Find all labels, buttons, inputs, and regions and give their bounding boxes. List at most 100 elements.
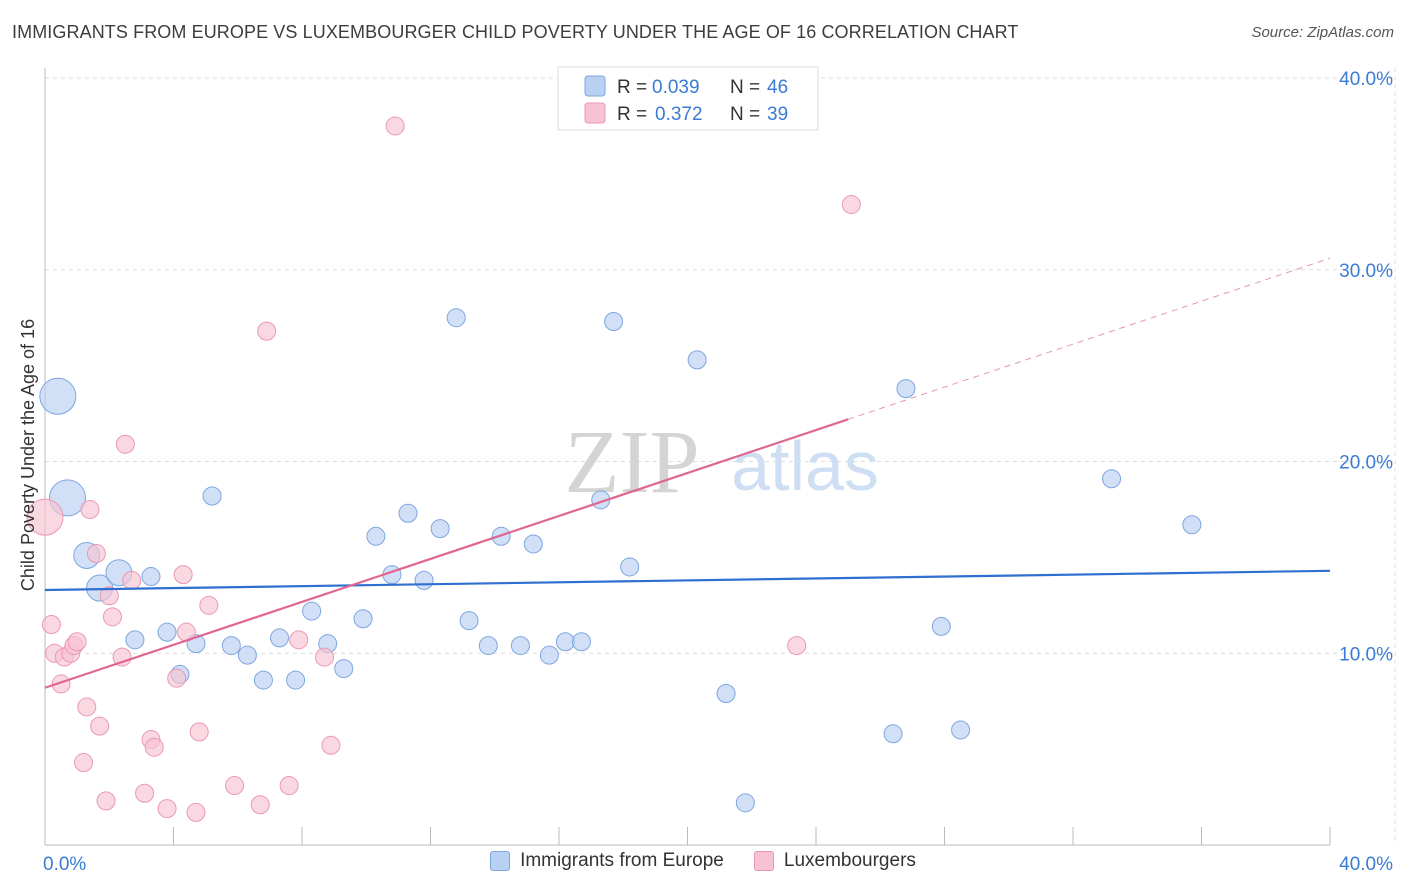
legend-r-value-2: 0.372	[655, 104, 703, 125]
trend-layer	[44, 257, 1331, 689]
point-luxembourgers-33	[289, 630, 309, 650]
point-europe-6	[125, 630, 145, 650]
legend-label-luxembourgers: Luxembourgers	[783, 850, 916, 871]
point-luxembourgers-13	[96, 791, 116, 811]
watermark-zip: ZIP	[565, 413, 700, 512]
point-europe-10	[202, 486, 222, 506]
point-europe-19	[353, 609, 373, 629]
point-europe-23	[414, 570, 434, 590]
point-europe-11	[221, 636, 241, 656]
point-europe-24	[430, 519, 450, 539]
legend-n-value-2: 39	[767, 104, 788, 125]
trend-line-europe	[44, 569, 1331, 592]
point-luxembourgers-30	[250, 795, 270, 815]
point-europe-31	[539, 645, 559, 665]
point-luxembourgers-9	[77, 697, 97, 717]
point-luxembourgers-37	[787, 636, 807, 656]
point-luxembourgers-29	[225, 776, 245, 796]
point-europe-45	[1182, 515, 1202, 535]
point-europe-12	[237, 645, 257, 665]
point-europe-35	[604, 312, 624, 332]
legend-r-label-2: R =	[617, 104, 647, 125]
point-europe-13	[253, 670, 273, 690]
y-tick-label-3: 40.0%	[1339, 69, 1393, 90]
chart-title: IMMIGRANTS FROM EUROPE VS LUXEMBOURGER C…	[12, 22, 1019, 42]
point-europe-7	[157, 622, 177, 642]
x-tick-label-max: 40.0%	[1339, 854, 1393, 875]
legend-swatch-pink	[584, 102, 606, 124]
point-luxembourgers-21	[144, 737, 164, 757]
y-tick-label-0: 10.0%	[1339, 644, 1393, 665]
point-luxembourgers-23	[167, 668, 187, 688]
point-luxembourgers-24	[173, 565, 193, 585]
grid-layer	[45, 68, 1396, 845]
trend-line-luxembourgers	[44, 418, 849, 689]
legend-swatch-europe	[490, 851, 511, 871]
point-europe-20	[366, 526, 386, 546]
point-europe-44	[1102, 469, 1122, 489]
trend-extension-luxembourgers	[847, 257, 1331, 420]
x-tick-label-min: 0.0%	[43, 854, 86, 875]
point-europe-32	[555, 632, 575, 652]
point-luxembourgers-14	[99, 586, 119, 606]
point-europe-15	[286, 670, 306, 690]
point-europe-0	[39, 377, 77, 415]
point-luxembourgers-38	[841, 195, 861, 215]
legend-r-value-1: 0.039	[652, 77, 700, 98]
legend-box: R = 0.039 N = 46 R = 0.372 N = 39	[557, 66, 819, 131]
point-luxembourgers-17	[115, 434, 135, 454]
point-europe-14	[270, 628, 290, 648]
point-luxembourgers-34	[314, 647, 334, 667]
point-luxembourgers-22	[157, 799, 177, 819]
y-tick-label-2: 30.0%	[1339, 261, 1393, 282]
point-luxembourgers-12	[90, 716, 110, 736]
watermark-atlas: atlas	[731, 427, 879, 505]
legend-n-value-1: 46	[767, 77, 788, 98]
legend-item-luxembourgers: Luxembourgers	[753, 850, 916, 872]
point-luxembourgers-18	[122, 570, 142, 590]
point-luxembourgers-35	[321, 735, 341, 755]
point-europe-36	[620, 557, 640, 577]
legend-n-label-1: N =	[730, 77, 760, 98]
legend-label-europe: Immigrants from Europe	[520, 850, 724, 871]
point-europe-42	[931, 616, 951, 636]
legend-r-label-1: R =	[617, 77, 647, 98]
point-luxembourgers-7	[67, 632, 87, 652]
point-luxembourgers-3	[51, 674, 71, 694]
point-luxembourgers-11	[86, 544, 106, 564]
point-europe-43	[951, 720, 971, 740]
point-luxembourgers-26	[186, 802, 206, 822]
point-luxembourgers-36	[385, 116, 405, 136]
point-europe-29	[510, 636, 530, 656]
point-europe-16	[302, 601, 322, 621]
point-luxembourgers-0	[26, 498, 64, 536]
point-europe-39	[735, 793, 755, 813]
point-luxembourgers-19	[135, 783, 155, 803]
point-luxembourgers-32	[279, 776, 299, 796]
point-luxembourgers-1	[41, 614, 61, 634]
legend-n-label-2: N =	[730, 104, 760, 125]
bottom-legend: Immigrants from Europe Luxembourgers	[0, 850, 1406, 872]
point-luxembourgers-8	[74, 753, 94, 773]
point-europe-25	[446, 308, 466, 328]
point-europe-33	[571, 632, 591, 652]
point-luxembourgers-31	[257, 321, 277, 341]
point-europe-18	[334, 659, 354, 679]
point-luxembourgers-15	[102, 607, 122, 627]
legend-swatch-blue	[584, 75, 606, 97]
point-europe-30	[523, 534, 543, 554]
point-europe-38	[716, 684, 736, 704]
point-luxembourgers-28	[199, 595, 219, 615]
point-europe-27	[478, 636, 498, 656]
point-europe-5	[141, 567, 161, 587]
point-europe-37	[687, 350, 707, 370]
source-credit: Source: ZipAtlas.com	[1251, 24, 1394, 41]
point-europe-40	[896, 379, 916, 399]
point-europe-41	[883, 724, 903, 744]
point-europe-26	[459, 611, 479, 631]
axis-layer	[44, 68, 1331, 846]
legend-item-europe: Immigrants from Europe	[490, 850, 724, 872]
ticklabel-layer: 10.0% 20.0% 30.0% 40.0% 0.0% 40.0%	[43, 69, 1393, 875]
point-luxembourgers-27	[189, 722, 209, 742]
